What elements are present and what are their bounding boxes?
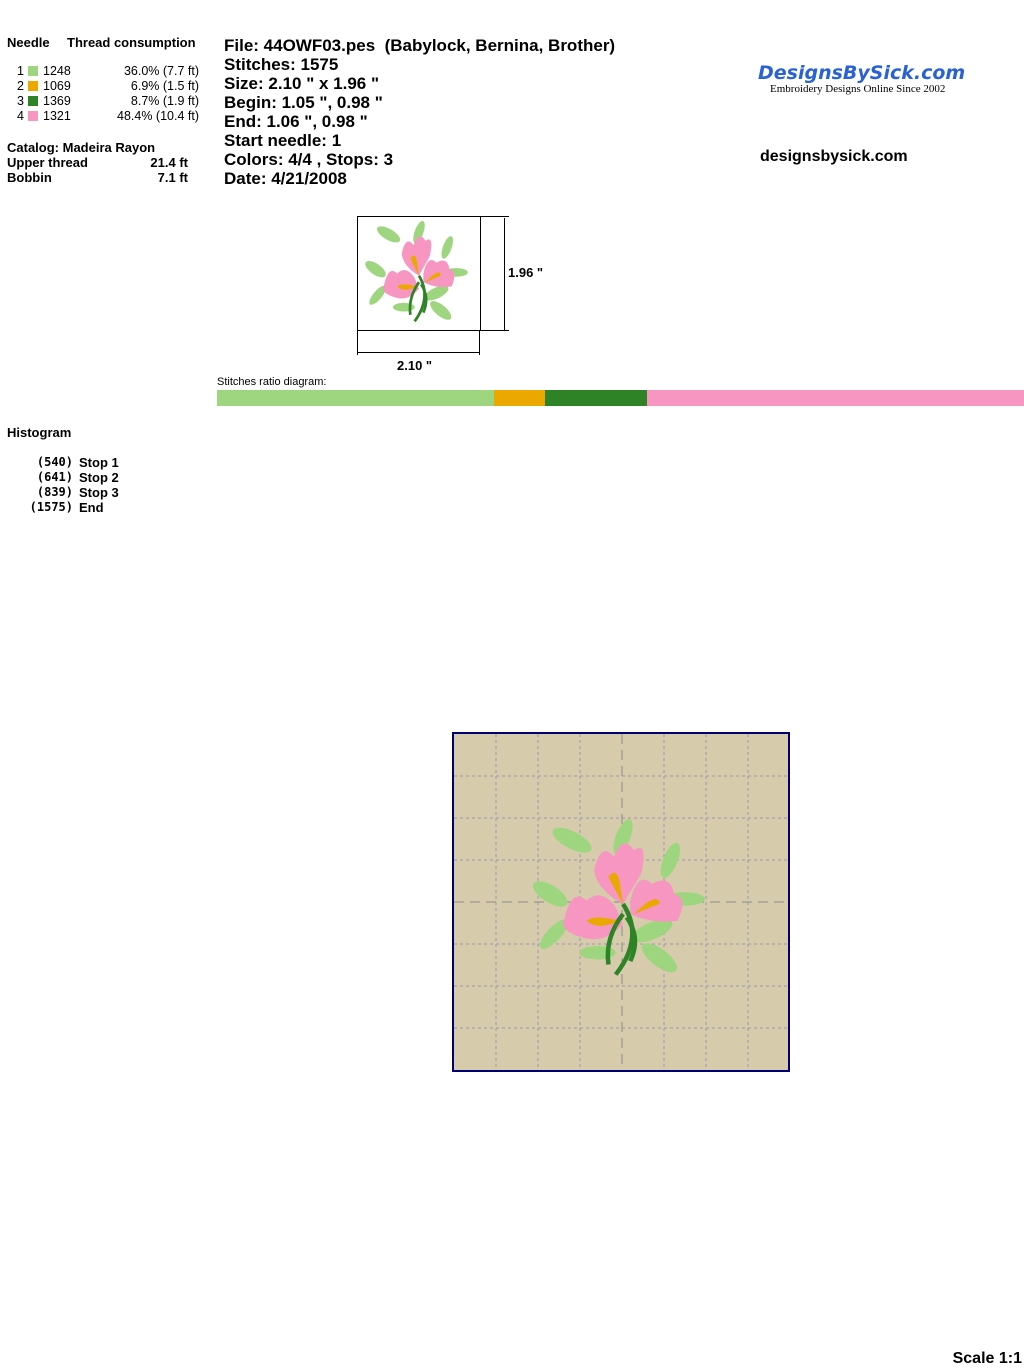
logo-name: DesignsBySick.com (758, 62, 966, 84)
thread-code: 1369 (43, 94, 71, 108)
stop-count: (839) (36, 485, 73, 499)
height-extension-line (479, 330, 509, 331)
design-info: File: 44OWF03.pes (Babylock, Bernina, Br… (224, 36, 615, 188)
histogram-row: (1575) End (0, 500, 200, 515)
thread-usage: 8.7% (1.9 ft) (130, 94, 199, 108)
stop-count: (641) (36, 470, 73, 484)
info-line: File: 44OWF03.pes (Babylock, Bernina, Br… (224, 36, 616, 55)
width-dimension-line (358, 352, 479, 353)
needle-number: 3 (17, 94, 24, 108)
thread-usage: 48.4% (10.4 ft) (117, 109, 199, 123)
hoop-preview (452, 732, 790, 1072)
thread-consumption-header: Thread consumption (67, 35, 196, 50)
ratio-segment (646, 390, 1024, 406)
height-label: 1.96 " (508, 265, 544, 280)
logo-tagline: Embroidery Designs Online Since 2002 (770, 83, 946, 95)
histogram-title: Histogram (7, 425, 72, 440)
thread-usage: 36.0% (7.7 ft) (123, 64, 199, 78)
needle-row: 4 1321 48.4% (10.4 ft) (0, 109, 215, 124)
width-label: 2.10 " (397, 358, 433, 373)
ratio-segment (217, 390, 494, 406)
upper-thread-value: 21.4 ft (150, 155, 188, 170)
stop-count: (540) (36, 455, 73, 469)
needle-number: 1 (17, 64, 24, 78)
info-line: Begin: 1.05 ", 0.98 " (224, 93, 383, 112)
info-line: Size: 2.10 " x 1.96 " (224, 74, 380, 93)
needle-number: 4 (17, 109, 24, 123)
histogram-row: (839) Stop 3 (0, 485, 200, 500)
stitches-ratio-bar (217, 390, 1024, 406)
needle-header: Needle (7, 35, 50, 50)
info-line: End: 1.06 ", 0.98 " (224, 112, 368, 131)
thread-code: 1069 (43, 79, 71, 93)
stop-label: Stop 1 (79, 455, 119, 470)
color-swatch (28, 111, 38, 121)
bobbin-value: 7.1 ft (157, 170, 188, 185)
stop-label: Stop 3 (79, 485, 119, 500)
hoop-grid (454, 734, 788, 1070)
height-extension-line (479, 216, 509, 217)
embroidery-design (529, 817, 705, 977)
scale-label: Scale 1:1 (952, 1350, 1022, 1367)
stop-label: Stop 2 (79, 470, 119, 485)
needle-number: 2 (17, 79, 24, 93)
stop-label: End (79, 500, 104, 515)
website: designsbysick.com (760, 148, 908, 165)
ratio-label: Stitches ratio diagram: (217, 376, 327, 388)
color-swatch (28, 81, 38, 91)
width-extension-line (479, 330, 480, 355)
ratio-segment (545, 390, 647, 406)
thread-usage: 6.9% (1.5 ft) (130, 79, 199, 93)
stop-count: (1575) (29, 500, 73, 514)
color-swatch (28, 66, 38, 76)
info-line: Stitches: 1575 (224, 55, 339, 74)
thread-code: 1248 (43, 64, 71, 78)
design-preview-image (361, 218, 470, 325)
needle-row: 1 1248 36.0% (7.7 ft) (0, 64, 215, 79)
needle-row: 2 1069 6.9% (1.5 ft) (0, 79, 215, 94)
info-line: Start needle: 1 (224, 131, 342, 150)
design-preview (357, 216, 481, 331)
thread-code: 1321 (43, 109, 71, 123)
logo: DesignsBySick.com Embroidery Designs Onl… (758, 62, 994, 95)
upper-thread-label: Upper thread (7, 155, 88, 170)
needle-row: 3 1369 8.7% (1.9 ft) (0, 94, 215, 109)
height-dimension-line (504, 218, 505, 330)
info-line: Colors: 4/4 , Stops: 3 (224, 150, 394, 169)
info-line: Date: 4/21/2008 (224, 169, 347, 188)
histogram-row: (540) Stop 1 (0, 455, 200, 470)
catalog: Catalog: Madeira Rayon (7, 140, 156, 155)
histogram-list: (540) Stop 1 (641) Stop 2 (839) Stop 3 (157… (0, 455, 200, 515)
color-swatch (28, 96, 38, 106)
histogram-row: (641) Stop 2 (0, 470, 200, 485)
ratio-segment (493, 390, 546, 406)
width-extension-line (357, 330, 358, 355)
bobbin-label: Bobbin (7, 170, 52, 185)
